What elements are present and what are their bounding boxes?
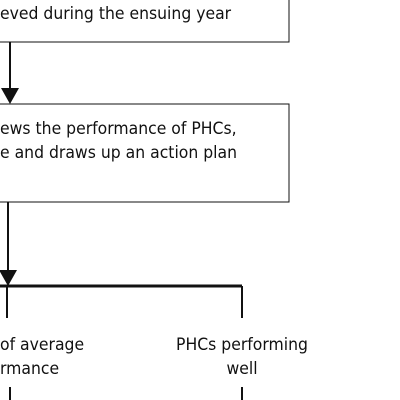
branch-right-label-line1: PHCs performing	[176, 335, 308, 355]
top-box-text: eved during the ensuing year	[0, 4, 232, 24]
middle-box-border	[0, 103, 290, 203]
top-box-border	[0, 0, 290, 43]
branch-right-label-line2: well	[226, 359, 258, 379]
middle-box-text-line1: ews the performance of PHCs,	[0, 119, 237, 139]
branch-left-label-line1: of average	[0, 335, 85, 355]
middle-box-text-line2: e and draws up an action plan	[0, 143, 238, 163]
branch-left-label-line2: rmance	[0, 359, 60, 379]
arrow-top-to-middle-head	[1, 88, 19, 104]
arrow-middle-to-branch-head	[0, 270, 17, 286]
